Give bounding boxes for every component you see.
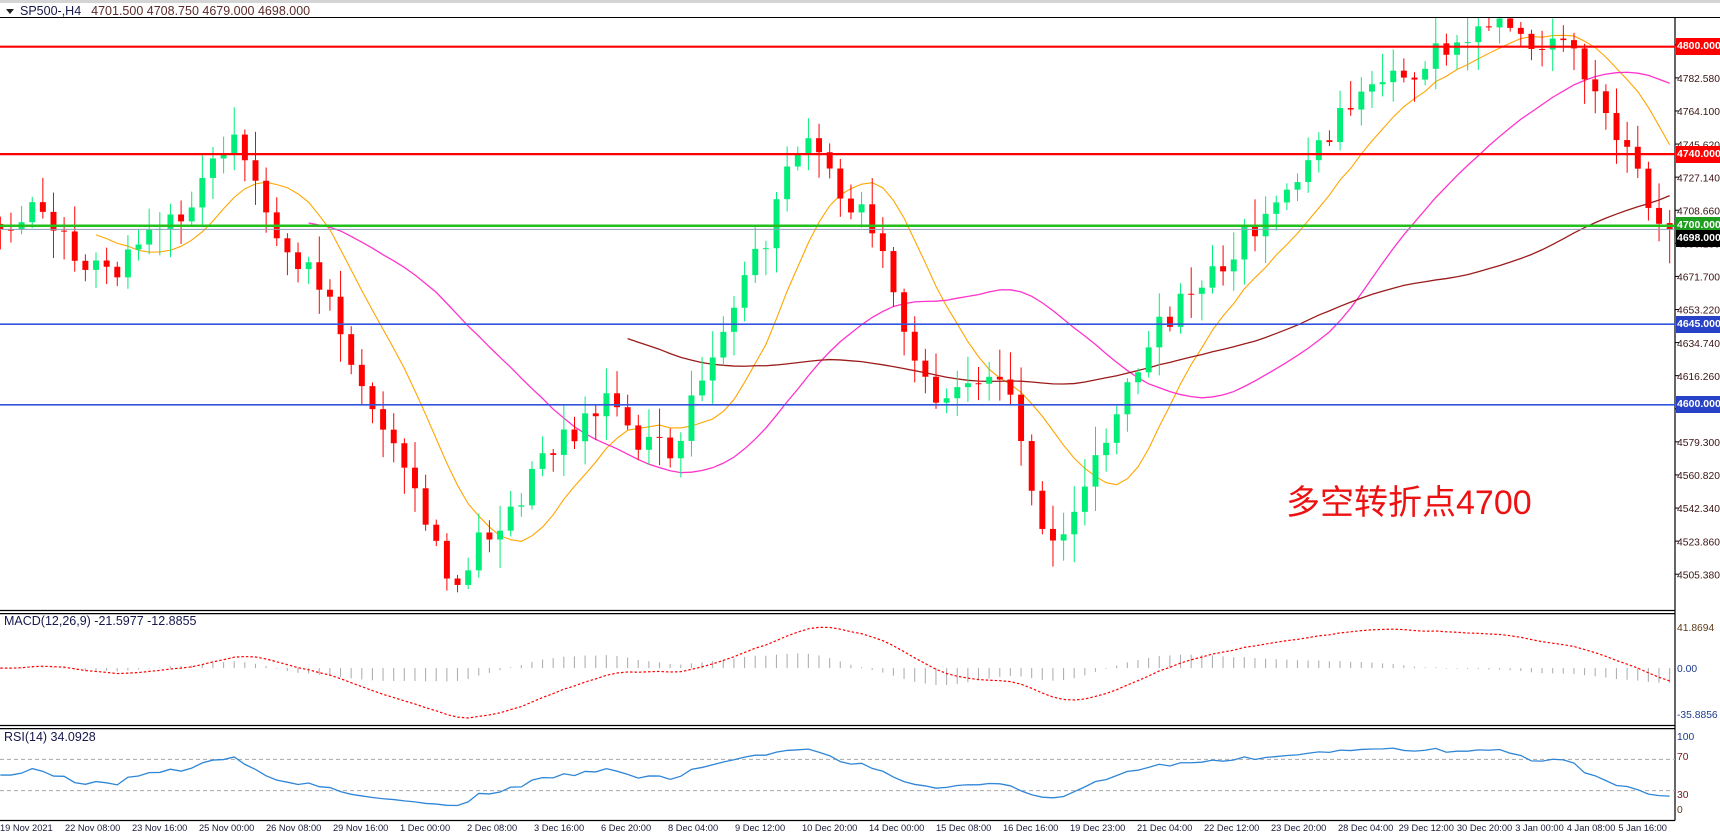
svg-text:30: 30 [1677, 790, 1689, 801]
svg-text:70: 70 [1677, 752, 1689, 763]
svg-text:-35.8856: -35.8856 [1677, 710, 1718, 721]
svg-text:4708.660: 4708.660 [1677, 206, 1720, 217]
svg-text:4523.860: 4523.860 [1677, 537, 1720, 548]
svg-text:41.8694: 41.8694 [1677, 623, 1714, 634]
svg-text:4764.100: 4764.100 [1677, 107, 1720, 118]
svg-text:0: 0 [1677, 805, 1683, 816]
svg-text:4616.260: 4616.260 [1677, 372, 1720, 383]
svg-text:100: 100 [1677, 732, 1694, 743]
svg-text:4505.380: 4505.380 [1677, 570, 1720, 581]
svg-text:0.00: 0.00 [1677, 664, 1697, 675]
svg-text:4560.820: 4560.820 [1677, 471, 1720, 482]
svg-text:4634.740: 4634.740 [1677, 339, 1720, 350]
svg-text:4782.580: 4782.580 [1677, 74, 1720, 85]
svg-text:4727.140: 4727.140 [1677, 173, 1720, 184]
svg-text:4579.300: 4579.300 [1677, 438, 1720, 449]
svg-text:4671.700: 4671.700 [1677, 273, 1720, 284]
svg-text:4542.340: 4542.340 [1677, 504, 1720, 515]
